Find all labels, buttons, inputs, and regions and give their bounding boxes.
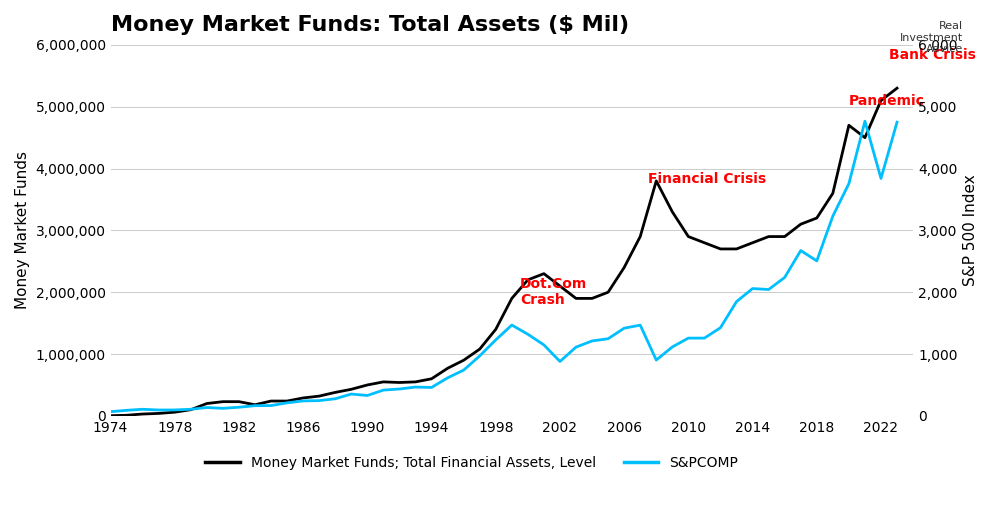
Y-axis label: S&P 500 Index: S&P 500 Index xyxy=(963,175,978,286)
Y-axis label: Money Market Funds: Money Market Funds xyxy=(15,151,30,309)
Text: Money Market Funds: Total Assets ($ Mil): Money Market Funds: Total Assets ($ Mil) xyxy=(110,15,629,35)
Text: Pandemic: Pandemic xyxy=(849,94,924,108)
Text: Financial Crisis: Financial Crisis xyxy=(648,171,767,186)
Text: Bank Crisis: Bank Crisis xyxy=(889,48,976,62)
Text: Real
Investment
Advice: Real Investment Advice xyxy=(900,21,963,54)
Text: Dot.Com
Crash: Dot.Com Crash xyxy=(520,277,587,307)
Legend: Money Market Funds; Total Financial Assets, Level, S&PCOMP: Money Market Funds; Total Financial Asse… xyxy=(200,451,744,476)
